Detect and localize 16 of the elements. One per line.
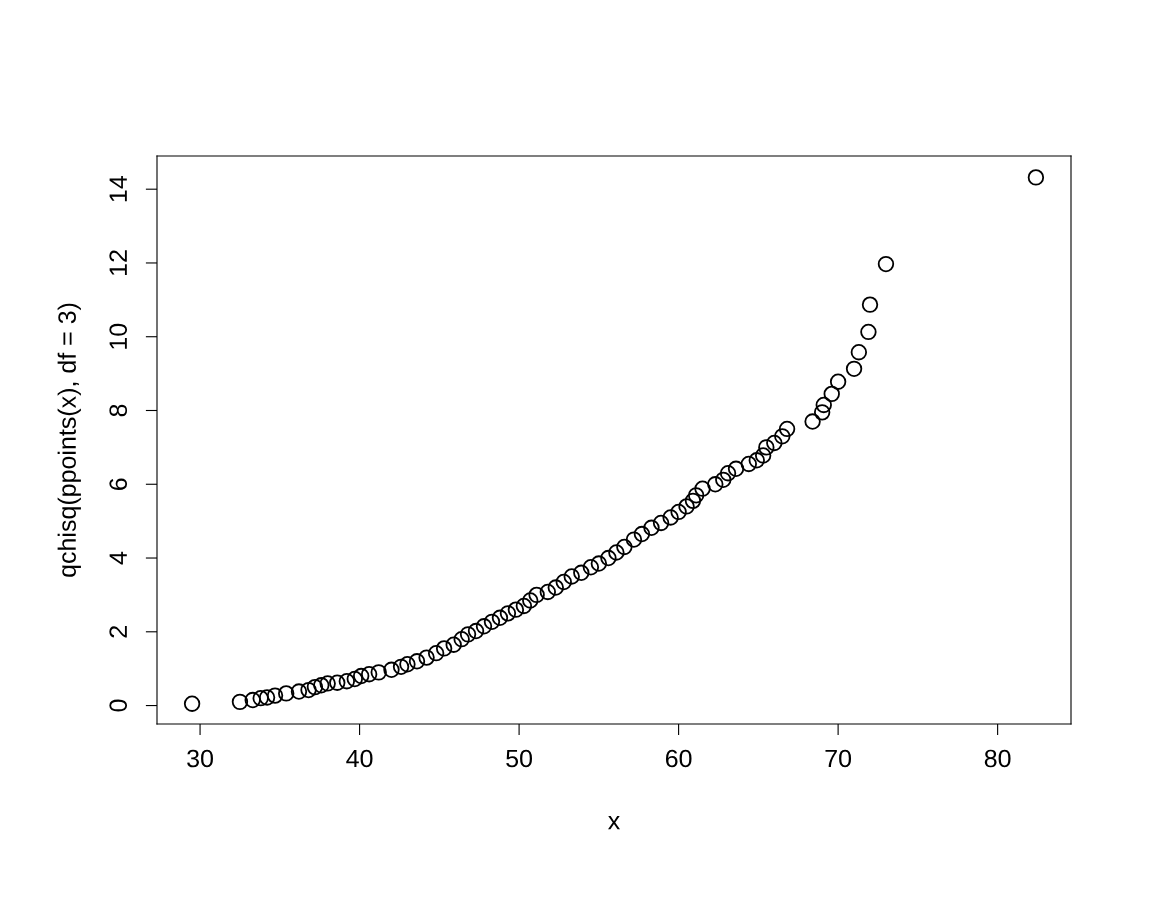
y-tick-label: 14 [109,176,127,202]
x-tick-label: 70 [825,749,852,768]
x-tick-label: 30 [187,749,213,768]
x-tick-label: 50 [506,749,533,768]
y-axis-title: qchisq(ppoints(x), df = 3) [57,303,81,577]
y-tick-label: 8 [109,404,128,417]
y-tick-label: 4 [109,551,127,565]
x-tick-label: 80 [984,749,1011,768]
x-tick-label: 40 [346,749,373,768]
x-tick-label: 60 [665,749,692,768]
y-tick-label: 6 [109,478,128,490]
y-tick-label: 2 [109,626,127,638]
y-tick-label: 12 [109,250,127,275]
y-tick-label: 0 [109,699,128,712]
y-tick-label: 10 [109,323,128,349]
x-axis-title: x [608,816,620,830]
